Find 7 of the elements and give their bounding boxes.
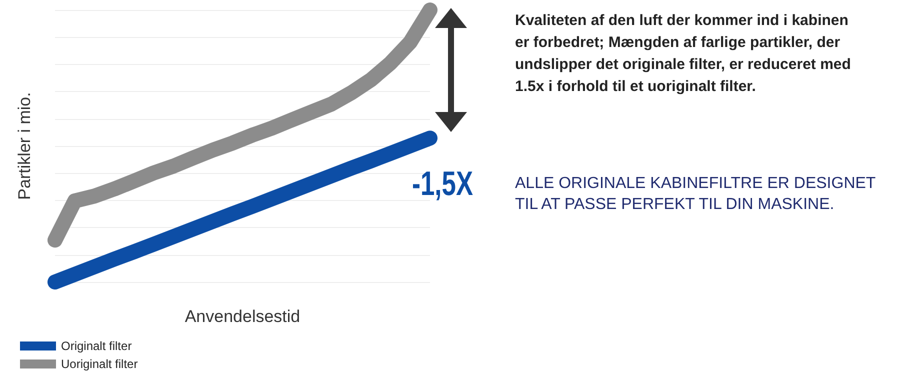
x-axis-title: Anvendelsestid bbox=[184, 307, 300, 326]
legend-label: Uoriginalt filter bbox=[61, 357, 138, 371]
y-axis-title: Partikler i mio. bbox=[15, 92, 34, 200]
text: ALLE ORIGINALE KABINEFILTRE ER DESIGNET TIL AT PASSE PERFEKT TIL DIN MASKINE. bbox=[515, 174, 876, 215]
text: Kvaliteten af den luft der kommer ind i kabinen er forbedret; Mængden af farlige partikler, der undslipper det originale filter, er reduceret med 1.5x i forhold til et uoriginalt filter. bbox=[515, 11, 852, 97]
annotation: -1,5X bbox=[412, 165, 473, 204]
legend-label: Originalt filter bbox=[61, 339, 132, 353]
